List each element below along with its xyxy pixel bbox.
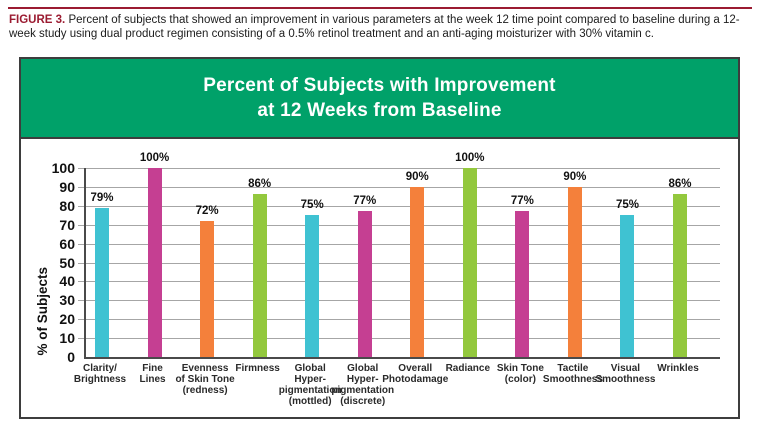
bar-value-label: 100%	[455, 152, 485, 164]
chart-title-line-2: at 12 Weeks from Baseline	[257, 100, 502, 121]
figure-caption-text: Percent of subjects that showed an impro…	[9, 14, 740, 40]
bar	[620, 215, 635, 357]
bar	[147, 168, 162, 357]
bar-value-label: 77%	[510, 195, 534, 208]
y-tick-label: 100	[51, 160, 75, 176]
chart-title-line-1: Percent of Subjects with Improvement	[203, 75, 556, 96]
grid-line	[86, 281, 720, 283]
bar	[357, 211, 372, 357]
bar-value-label: 72%	[195, 204, 219, 217]
y-axis-tick	[78, 186, 84, 188]
y-axis-tick	[78, 168, 84, 169]
grid-line	[86, 319, 720, 321]
top-rule	[8, 7, 752, 9]
bar	[410, 186, 425, 357]
y-tick-label: 20	[59, 311, 75, 328]
y-axis-tick	[78, 319, 84, 321]
grid-line	[86, 168, 720, 169]
bar	[200, 220, 215, 357]
bar	[673, 194, 687, 357]
x-axis-category-labels: Clarity/Brightness Fine Lines Evenness of Sk…	[74, 363, 718, 415]
grid-line	[86, 224, 720, 226]
bar-value-label: 79%	[90, 191, 114, 204]
figure-caption: FIGURE 3. Percent of subjects that showe…	[9, 13, 753, 41]
grid-line	[86, 186, 720, 188]
x-category-label: Tactile Smoothness	[542, 363, 603, 385]
bar	[95, 207, 109, 357]
x-category-label: Global Hyper-pigmentation (discrete)	[331, 363, 395, 407]
y-axis-tick	[78, 205, 84, 207]
figure-caption-label: FIGURE 3.	[9, 14, 66, 26]
x-category-label: Clarity/Brightness	[73, 363, 127, 385]
x-category-label: Global Hyper-pigmentation (mottled)	[278, 363, 342, 407]
y-tick-label: 0	[67, 349, 75, 365]
bar	[305, 215, 320, 357]
x-category-label: Visual Smoothness	[595, 363, 656, 385]
figure-panel: Percent of Subjects with Improvement at …	[19, 57, 740, 419]
bar-value-label: 90%	[563, 170, 587, 183]
x-category-label: Overall Photodamage	[382, 363, 449, 385]
x-category-label: Skin Tone (color)	[496, 363, 544, 385]
y-axis-tick	[78, 300, 84, 302]
bar-value-label: 86%	[248, 178, 272, 191]
grid-line	[86, 338, 720, 340]
bar	[515, 211, 530, 357]
bar-value-label: 75%	[615, 199, 639, 212]
bar-value-label: 75%	[300, 199, 324, 212]
bar-value-label: 100%	[139, 152, 170, 164]
y-tick-label: 90	[59, 178, 75, 195]
bar-value-label: 90%	[405, 170, 429, 183]
y-tick-label: 60	[59, 235, 75, 252]
y-axis-tick	[78, 224, 84, 226]
grid-line	[86, 243, 720, 245]
y-axis-tick	[78, 338, 84, 340]
y-tick-label: 10	[59, 330, 75, 347]
plot-area: 79% 100% 72% 86% 75% 77% 90% 100% 77% 90% 75% 86%	[78, 152, 720, 359]
y-axis-tick	[78, 281, 84, 283]
y-tick-label: 40	[59, 273, 75, 290]
y-tick-label: 70	[59, 216, 75, 233]
x-category-label: Wrinkles	[657, 363, 699, 374]
x-category-label: Evenness of Skin Tone (redness)	[175, 363, 235, 396]
x-category-label: Radiance	[445, 363, 491, 374]
grid-line	[86, 205, 720, 207]
bar-value-label: 77%	[353, 195, 377, 208]
y-tick-label: 80	[59, 197, 75, 214]
y-axis-tick	[78, 243, 84, 245]
bar	[567, 186, 582, 357]
grid-line	[86, 300, 720, 302]
y-tick-label: 50	[59, 254, 75, 271]
x-category-label: Firmness	[235, 363, 280, 374]
y-axis-tick	[78, 262, 84, 264]
x-category-label: Fine Lines	[139, 363, 166, 385]
y-axis-tick-labels: 0 10 20 30 40 50 60 70 80 90 100	[21, 160, 75, 365]
y-tick-label: 30	[59, 292, 75, 309]
chart-title-banner: Percent of Subjects with Improvement at …	[21, 59, 738, 139]
bar	[252, 194, 267, 357]
bar-value-label: 86%	[668, 178, 692, 191]
bar	[462, 168, 477, 357]
grid-line	[86, 262, 720, 264]
chart-area: % of Subjects 0 10 20 30 40 50 60 70 80 90 100 79%…	[21, 139, 738, 415]
